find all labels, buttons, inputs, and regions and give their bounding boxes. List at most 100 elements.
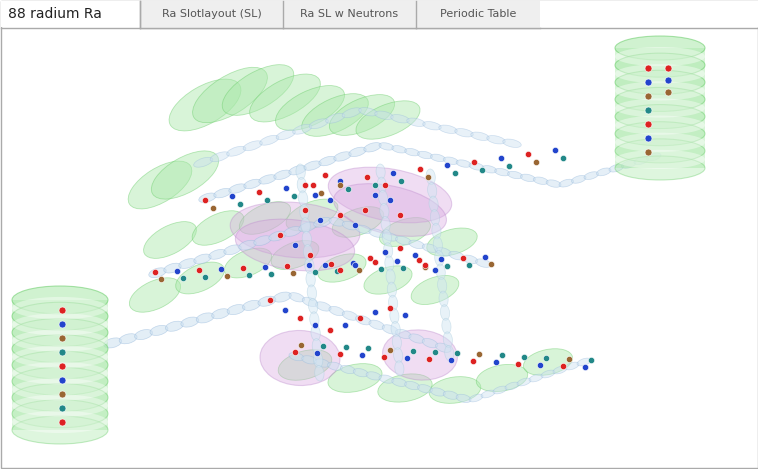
Ellipse shape — [436, 264, 445, 280]
Ellipse shape — [393, 348, 402, 363]
Ellipse shape — [436, 248, 451, 256]
Ellipse shape — [240, 202, 290, 234]
Ellipse shape — [559, 179, 574, 187]
Ellipse shape — [392, 145, 407, 153]
Ellipse shape — [439, 125, 457, 134]
Ellipse shape — [119, 334, 137, 344]
Ellipse shape — [615, 47, 705, 66]
Ellipse shape — [224, 245, 241, 255]
Ellipse shape — [227, 146, 246, 156]
Ellipse shape — [615, 53, 705, 77]
Ellipse shape — [482, 166, 496, 173]
Ellipse shape — [150, 325, 168, 335]
Ellipse shape — [12, 318, 108, 347]
Ellipse shape — [194, 157, 213, 167]
Ellipse shape — [431, 388, 445, 396]
Ellipse shape — [409, 240, 424, 249]
Ellipse shape — [302, 231, 312, 247]
Ellipse shape — [334, 184, 446, 236]
Text: Ra Slotlayout (SL): Ra Slotlayout (SL) — [161, 9, 262, 19]
Ellipse shape — [227, 304, 245, 315]
Ellipse shape — [149, 268, 166, 278]
Ellipse shape — [389, 295, 398, 310]
Ellipse shape — [390, 309, 399, 324]
Ellipse shape — [577, 358, 591, 366]
Ellipse shape — [135, 330, 152, 340]
Ellipse shape — [405, 148, 420, 156]
Ellipse shape — [391, 322, 400, 337]
Ellipse shape — [505, 382, 519, 390]
Ellipse shape — [309, 119, 328, 129]
Ellipse shape — [455, 129, 473, 137]
Ellipse shape — [418, 385, 433, 393]
Ellipse shape — [12, 378, 108, 401]
Ellipse shape — [258, 174, 276, 184]
Ellipse shape — [487, 136, 506, 144]
Ellipse shape — [411, 275, 459, 304]
Ellipse shape — [356, 225, 371, 234]
Ellipse shape — [289, 353, 304, 361]
Ellipse shape — [128, 161, 192, 209]
Ellipse shape — [210, 152, 230, 162]
Ellipse shape — [12, 362, 108, 384]
Ellipse shape — [387, 282, 396, 297]
Ellipse shape — [615, 139, 705, 163]
Text: Periodic Table: Periodic Table — [440, 9, 516, 19]
Ellipse shape — [521, 174, 535, 182]
Ellipse shape — [440, 305, 449, 320]
Ellipse shape — [169, 79, 241, 131]
Ellipse shape — [541, 370, 555, 378]
Ellipse shape — [380, 204, 389, 219]
Ellipse shape — [431, 210, 440, 225]
Ellipse shape — [503, 139, 522, 147]
Ellipse shape — [369, 229, 384, 237]
Text: 88 radium Ra: 88 radium Ra — [8, 7, 102, 21]
Ellipse shape — [104, 338, 121, 348]
Ellipse shape — [305, 258, 314, 273]
Ellipse shape — [289, 166, 306, 175]
Ellipse shape — [422, 339, 438, 348]
Ellipse shape — [377, 177, 387, 192]
Ellipse shape — [12, 400, 108, 428]
Ellipse shape — [418, 151, 432, 159]
Ellipse shape — [302, 94, 368, 136]
Ellipse shape — [534, 177, 548, 184]
Ellipse shape — [396, 329, 411, 339]
Ellipse shape — [312, 339, 321, 354]
Ellipse shape — [328, 363, 382, 393]
Ellipse shape — [383, 330, 457, 380]
Polygon shape — [12, 300, 108, 430]
Ellipse shape — [443, 332, 453, 348]
Ellipse shape — [553, 366, 567, 374]
Ellipse shape — [434, 237, 443, 252]
Ellipse shape — [429, 377, 481, 403]
Ellipse shape — [356, 101, 420, 139]
Ellipse shape — [176, 262, 224, 294]
Ellipse shape — [12, 351, 108, 379]
Ellipse shape — [315, 359, 330, 367]
Ellipse shape — [327, 362, 343, 371]
Ellipse shape — [407, 118, 425, 127]
Ellipse shape — [343, 221, 358, 230]
Ellipse shape — [196, 313, 215, 323]
Ellipse shape — [391, 114, 409, 123]
Ellipse shape — [386, 269, 395, 284]
Ellipse shape — [493, 386, 507, 394]
Ellipse shape — [615, 150, 705, 169]
Ellipse shape — [431, 154, 445, 161]
Ellipse shape — [12, 302, 108, 330]
Ellipse shape — [379, 375, 394, 383]
Ellipse shape — [309, 298, 318, 314]
Ellipse shape — [508, 171, 522, 179]
Ellipse shape — [384, 243, 393, 258]
Ellipse shape — [222, 65, 294, 115]
Ellipse shape — [12, 297, 108, 319]
Ellipse shape — [469, 163, 484, 170]
Ellipse shape — [304, 161, 321, 170]
Ellipse shape — [436, 343, 451, 352]
Ellipse shape — [381, 217, 390, 232]
Ellipse shape — [254, 236, 271, 246]
Ellipse shape — [615, 156, 705, 180]
Ellipse shape — [349, 147, 366, 157]
Ellipse shape — [615, 64, 705, 83]
